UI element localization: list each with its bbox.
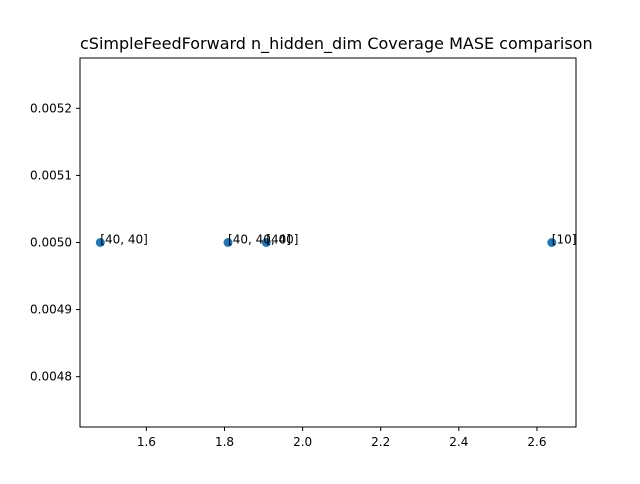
data-points	[95, 238, 557, 247]
x-axis: 1.6 1.8 2.0 2.2 2.4 2.6	[137, 427, 546, 449]
x-tick-label: 2.0	[293, 435, 312, 449]
x-tick-label: 1.6	[137, 435, 156, 449]
y-tick-label: 0.0052	[30, 101, 72, 115]
data-label: [40]	[266, 233, 291, 247]
x-tick-label: 2.2	[371, 435, 390, 449]
data-label: [10]	[552, 233, 577, 247]
data-point	[547, 238, 557, 247]
y-tick-label: 0.0050	[30, 236, 72, 250]
point-labels: [40, 40] [40, 40, 40][40] [10]	[100, 233, 576, 247]
plot-area	[80, 58, 576, 427]
chart-title: cSimpleFeedForward n_hidden_dim Coverage…	[80, 34, 593, 53]
data-label: [40, 40, 40]	[228, 233, 298, 247]
x-tick-label: 1.8	[215, 435, 234, 449]
y-axis: 0.0048 0.0049 0.0050 0.0051 0.0052	[30, 101, 80, 384]
x-tick-label: 2.4	[449, 435, 468, 449]
data-point	[223, 238, 233, 247]
y-tick-label: 0.0049	[30, 303, 72, 317]
data-point	[261, 238, 271, 247]
x-tick-label: 2.6	[527, 435, 546, 449]
y-tick-label: 0.0051	[30, 168, 72, 182]
y-tick-label: 0.0048	[30, 370, 72, 384]
data-point	[95, 238, 105, 247]
plot-frame	[79, 57, 577, 428]
data-label: [40, 40]	[100, 233, 148, 247]
